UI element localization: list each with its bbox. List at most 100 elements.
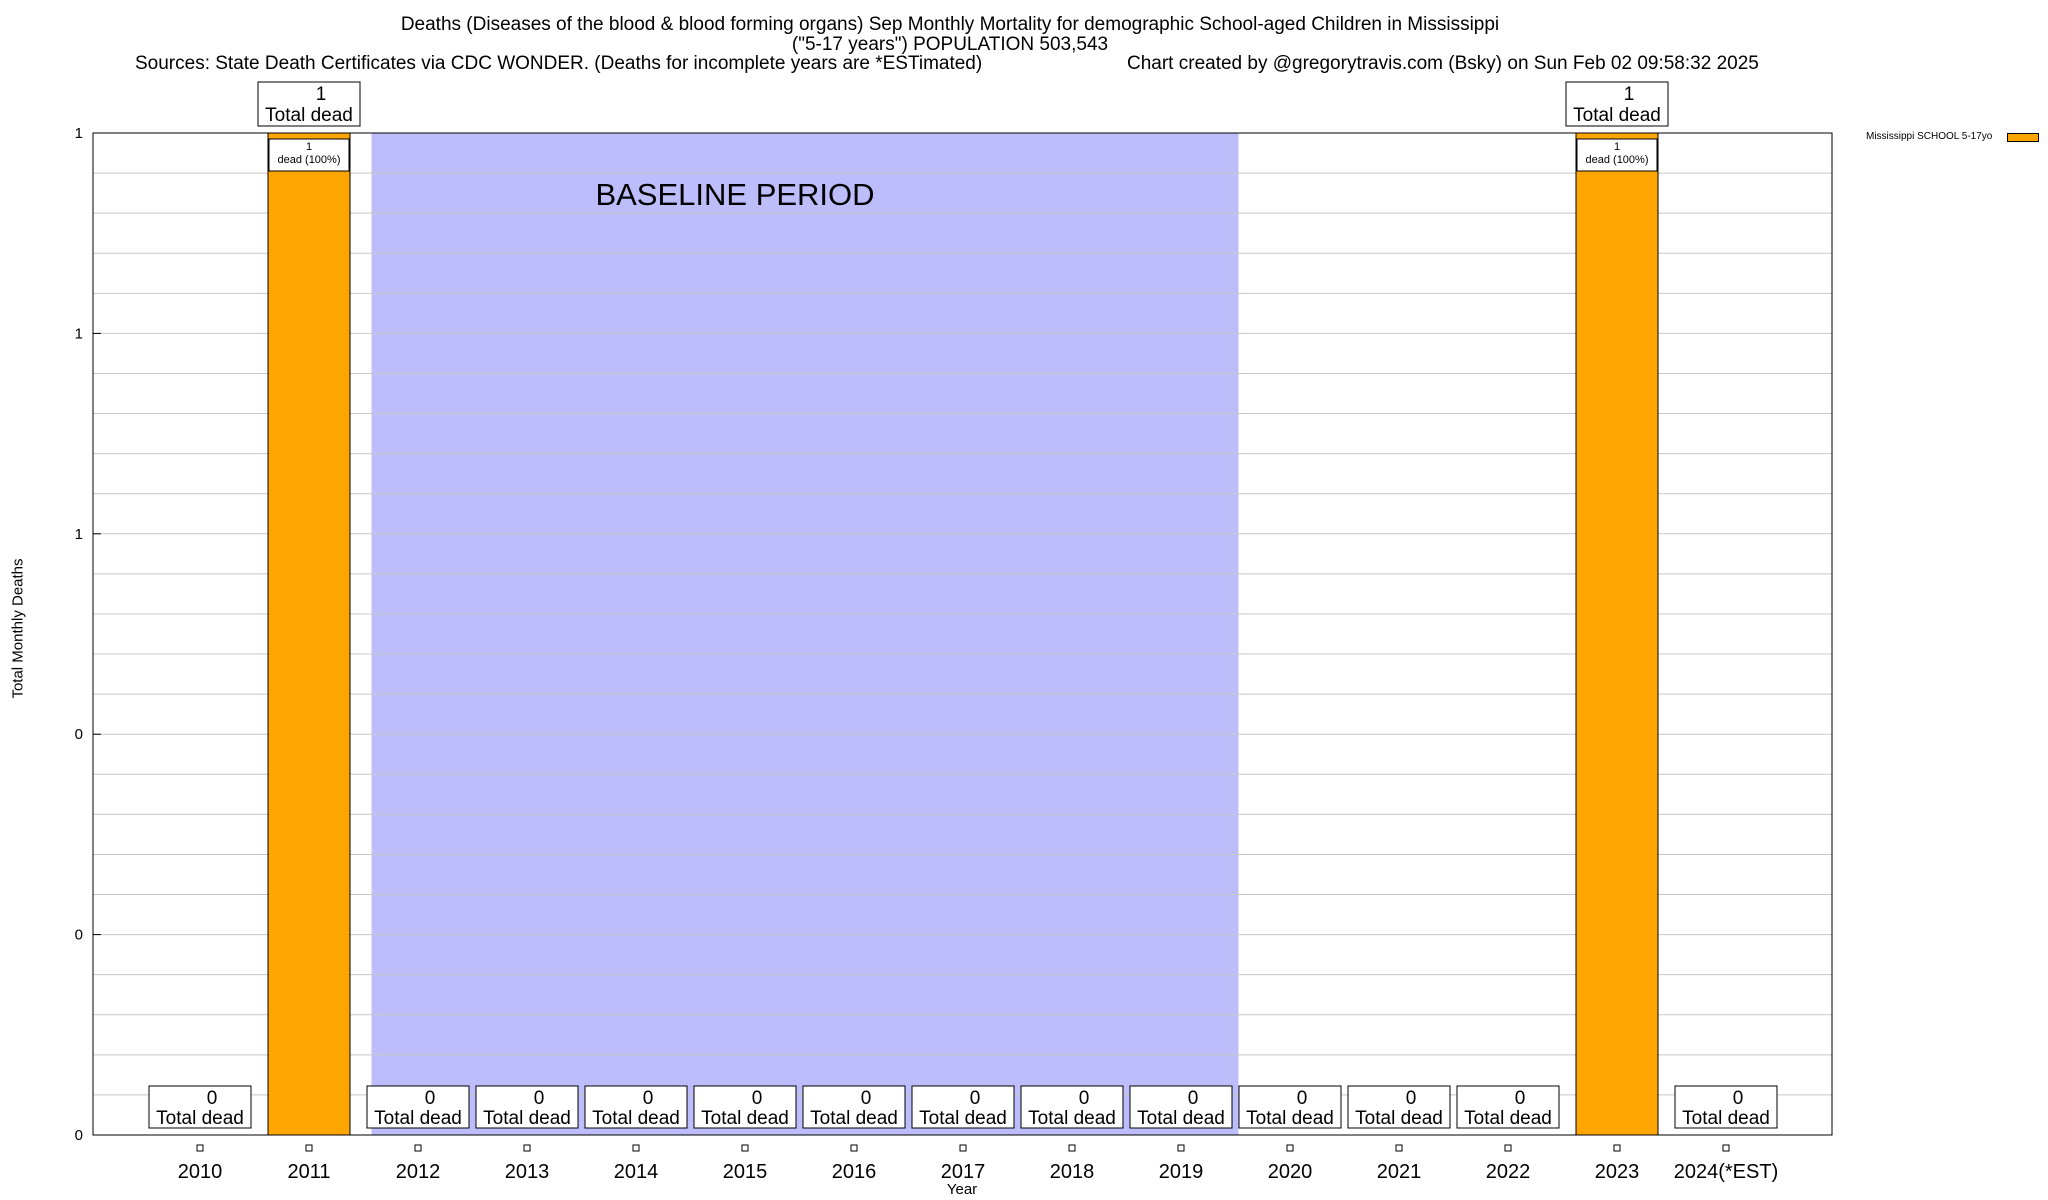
x-tick-label: 2010	[178, 1161, 223, 1183]
total-value-label: 0	[970, 1088, 981, 1109]
x-tick-marker	[741, 1144, 749, 1152]
total-label-box	[1020, 1085, 1124, 1129]
bar-share-box	[268, 138, 350, 172]
total-label-box	[584, 1085, 688, 1129]
total-label-box	[148, 1085, 252, 1129]
total-label-box	[1674, 1085, 1778, 1129]
plot-frame	[92, 132, 1833, 1136]
y-tick-label: 1	[75, 526, 83, 543]
x-tick-marker	[305, 1144, 313, 1152]
y-tick-label: 0	[75, 1127, 83, 1144]
total-dead-label: Total dead	[1682, 1108, 1770, 1129]
total-dead-label: Total dead	[1464, 1108, 1552, 1129]
y-tick-label: 0	[75, 726, 83, 743]
x-tick-marker	[1286, 1144, 1294, 1152]
bar-share-label: dead (100%)	[278, 154, 341, 166]
bar	[267, 132, 351, 1136]
total-value-label: 0	[1297, 1088, 1308, 1109]
total-value-label: 1	[1624, 84, 1635, 105]
total-value-label: 0	[207, 1088, 218, 1109]
total-value-label: 0	[752, 1088, 763, 1109]
x-tick-label: 2023	[1595, 1161, 1640, 1183]
x-tick-label: 2019	[1159, 1161, 1204, 1183]
total-dead-label: Total dead	[1246, 1108, 1334, 1129]
total-label-box	[802, 1085, 906, 1129]
total-value-label: 0	[1188, 1088, 1199, 1109]
bar-share-value: 1	[306, 141, 312, 153]
chart-subtitle: ("5-17 years") POPULATION 503,543	[791, 34, 1109, 55]
y-axis-label: Total Monthly Deaths	[9, 558, 27, 699]
x-tick-marker	[1177, 1144, 1185, 1152]
total-dead-label: Total dead	[1028, 1108, 1116, 1129]
total-dead-label: Total dead	[265, 105, 353, 126]
total-value-label: 0	[1406, 1088, 1417, 1109]
x-tick-label: 2012	[396, 1161, 441, 1183]
total-dead-label: Total dead	[1573, 105, 1661, 126]
x-tick-label: 2018	[1050, 1161, 1095, 1183]
x-tick-label: 2020	[1268, 1161, 1313, 1183]
x-tick-label: 2017	[941, 1161, 986, 1183]
total-label-box	[257, 81, 361, 127]
x-tick-label: 2022	[1486, 1161, 1531, 1183]
x-tick-marker	[632, 1144, 640, 1152]
total-value-label: 0	[643, 1088, 654, 1109]
x-axis-label: Year	[946, 1181, 978, 1198]
x-tick-marker	[959, 1144, 967, 1152]
x-tick-marker	[1722, 1144, 1730, 1152]
total-value-label: 0	[1079, 1088, 1090, 1109]
y-tick-label: 1	[75, 125, 83, 142]
x-tick-label: 2014	[614, 1161, 659, 1183]
total-label-box	[1238, 1085, 1342, 1129]
total-dead-label: Total dead	[1137, 1108, 1225, 1129]
x-tick-marker	[523, 1144, 531, 1152]
legend-swatch	[2007, 133, 2039, 142]
total-label-box	[1129, 1085, 1233, 1129]
x-tick-label: 2015	[723, 1161, 768, 1183]
baseline-period-label: BASELINE PERIOD	[595, 177, 874, 212]
sources-note: Sources: State Death Certificates via CD…	[135, 53, 983, 74]
y-tick-label: 1	[75, 325, 83, 342]
legend-label: Mississippi SCHOOL 5-17yo	[1866, 131, 1993, 142]
total-dead-label: Total dead	[156, 1108, 244, 1129]
x-tick-marker	[414, 1144, 422, 1152]
credit-note: Chart created by @gregorytravis.com (Bsk…	[1127, 53, 1759, 74]
x-tick-label: 2024(*EST)	[1674, 1161, 1779, 1183]
x-tick-label: 2013	[505, 1161, 550, 1183]
total-label-box	[1456, 1085, 1560, 1129]
total-label-box	[693, 1085, 797, 1129]
total-dead-label: Total dead	[1355, 1108, 1443, 1129]
bar-share-box	[1576, 138, 1658, 172]
total-label-box	[1565, 81, 1669, 127]
total-dead-label: Total dead	[810, 1108, 898, 1129]
total-label-box	[1347, 1085, 1451, 1129]
total-value-label: 0	[1515, 1088, 1526, 1109]
total-label-box	[366, 1085, 470, 1129]
total-value-label: 0	[861, 1088, 872, 1109]
total-value-label: 0	[534, 1088, 545, 1109]
total-dead-label: Total dead	[592, 1108, 680, 1129]
x-tick-label: 2016	[832, 1161, 877, 1183]
x-tick-label: 2011	[287, 1161, 330, 1183]
total-dead-label: Total dead	[919, 1108, 1007, 1129]
total-value-label: 1	[316, 84, 327, 105]
total-value-label: 0	[425, 1088, 436, 1109]
x-tick-marker	[196, 1144, 204, 1152]
x-tick-marker	[850, 1144, 858, 1152]
bar-share-value: 1	[1614, 141, 1620, 153]
bar	[1575, 132, 1659, 1136]
total-dead-label: Total dead	[701, 1108, 789, 1129]
x-tick-label: 2021	[1377, 1161, 1422, 1183]
x-tick-marker	[1504, 1144, 1512, 1152]
chart-title: Deaths (Diseases of the blood & blood fo…	[400, 14, 1500, 35]
baseline-period-band	[371, 133, 1239, 1135]
total-dead-label: Total dead	[374, 1108, 462, 1129]
y-tick-label: 0	[75, 927, 83, 944]
total-label-box	[911, 1085, 1015, 1129]
x-tick-marker	[1395, 1144, 1403, 1152]
x-tick-marker	[1068, 1144, 1076, 1152]
x-tick-marker	[1613, 1144, 1621, 1152]
bar-share-label: dead (100%)	[1586, 154, 1649, 166]
total-value-label: 0	[1733, 1088, 1744, 1109]
total-label-box	[475, 1085, 579, 1129]
